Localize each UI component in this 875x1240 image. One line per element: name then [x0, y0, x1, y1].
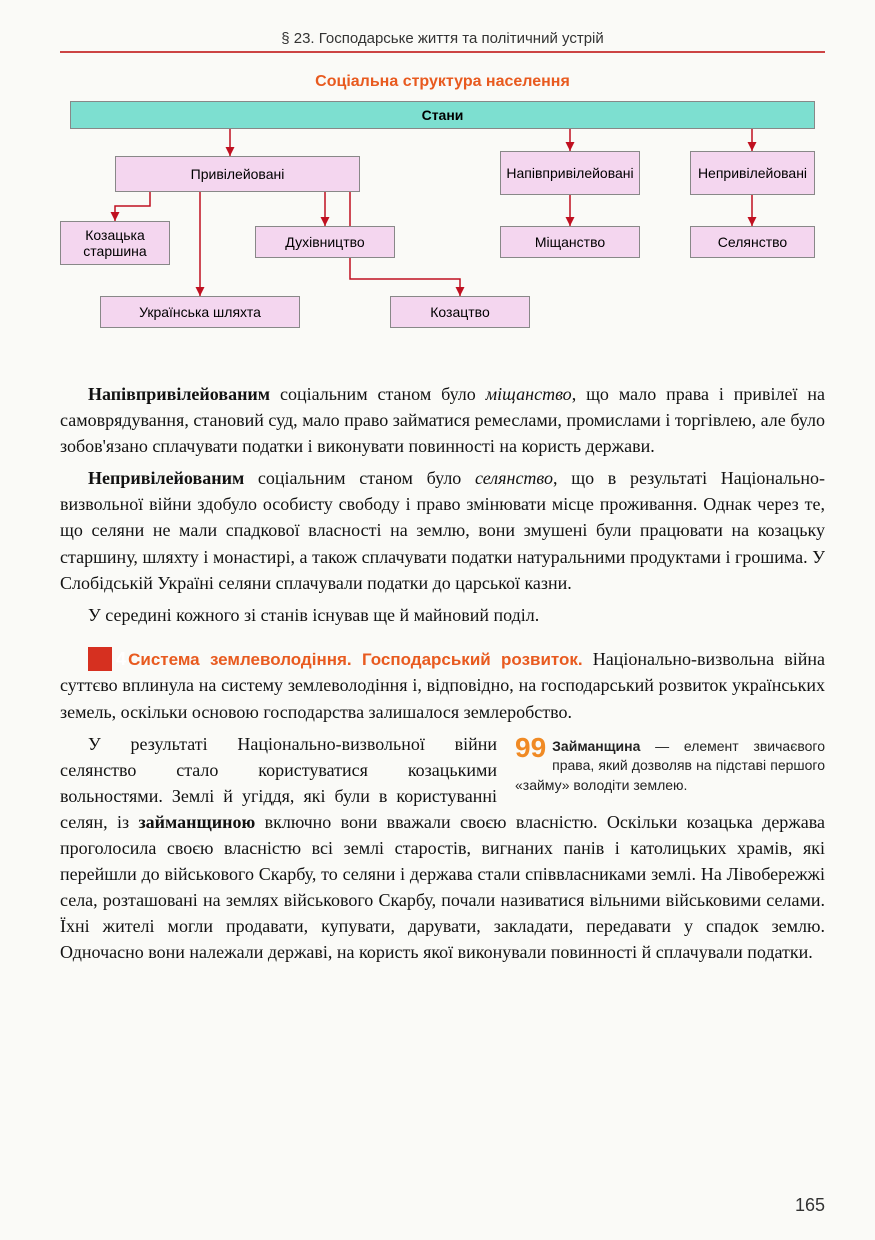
term-zaimanshchyna: займанщиною — [138, 812, 255, 832]
paragraph-3: У середині кожного зі станів існував ще … — [60, 602, 825, 628]
term-selyanstvo: селянство — [475, 468, 553, 488]
diagram-node-root: Стани — [70, 101, 815, 129]
social-structure-diagram: Стани Привілейовані Напівпривілейовані Непр… — [60, 101, 825, 351]
term-mishchanstvo: міщанство — [486, 384, 572, 404]
page-number: 165 — [795, 1195, 825, 1216]
diagram-node-sel: Селянство — [690, 226, 815, 258]
definition-box: 99 Займанщина — елемент звичаєвого права… — [515, 737, 825, 796]
quote-icon: 99 — [515, 737, 546, 759]
diagram-title: Соціальна структура населення — [60, 73, 825, 91]
term-semi: Напівпривілейованим — [88, 384, 270, 404]
paragraph-5-wrap: 99 Займанщина — елемент звичаєвого права… — [60, 731, 825, 972]
section-4-intro: 4 Система землеволодіння. Господарський … — [60, 646, 825, 725]
term-non: Непривілейованим — [88, 468, 244, 488]
section-header: § 23. Господарське життя та політичний у… — [60, 30, 825, 53]
diagram-node-non: Непривілейовані — [690, 151, 815, 195]
diagram-node-shl: Українська шляхта — [100, 296, 300, 328]
definition-term: Займанщина — [552, 738, 640, 754]
paragraph-1: Напівпривілейованим соціальним станом бу… — [60, 381, 825, 459]
diagram-node-kzc: Козацтво — [390, 296, 530, 328]
section-number-badge: 4 — [88, 647, 112, 671]
body-text: Напівпривілейованим соціальним станом бу… — [60, 381, 825, 972]
diagram-node-mis: Міщанство — [500, 226, 640, 258]
diagram-node-duh: Духівництво — [255, 226, 395, 258]
section-4-title: Система землеволодіння. Господарський ро… — [128, 650, 583, 669]
diagram-node-koz: Козацька старшина — [60, 221, 170, 265]
diagram-node-priv: Привілейовані — [115, 156, 360, 192]
paragraph-2: Непривілейованим соціальним станом було … — [60, 465, 825, 595]
page: § 23. Господарське життя та політичний у… — [0, 0, 875, 1240]
diagram-node-semi: Напівпривілейовані — [500, 151, 640, 195]
